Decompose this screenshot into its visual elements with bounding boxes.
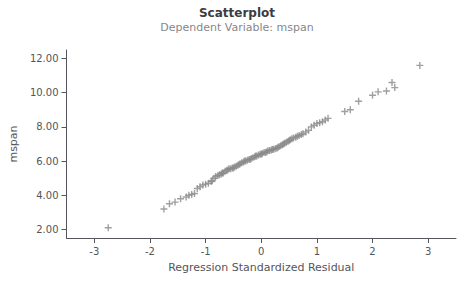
svg-text:Dependent Variable: mspan: Dependent Variable: mspan xyxy=(160,21,313,34)
svg-text:4.00: 4.00 xyxy=(36,190,58,201)
svg-text:12.00: 12.00 xyxy=(30,53,59,64)
svg-text:10.00: 10.00 xyxy=(30,87,59,98)
svg-text:1: 1 xyxy=(314,246,320,257)
svg-text:-1: -1 xyxy=(201,246,211,257)
svg-text:Scatterplot: Scatterplot xyxy=(199,6,275,20)
svg-text:-3: -3 xyxy=(89,246,99,257)
svg-text:3: 3 xyxy=(425,246,431,257)
svg-text:mspan: mspan xyxy=(7,125,20,162)
svg-text:Regression Standardized Residu: Regression Standardized Residual xyxy=(168,261,354,274)
svg-text:2: 2 xyxy=(369,246,375,257)
svg-text:-2: -2 xyxy=(145,246,155,257)
svg-text:8.00: 8.00 xyxy=(36,121,58,132)
svg-text:0: 0 xyxy=(258,246,264,257)
svg-text:6.00: 6.00 xyxy=(36,156,58,167)
svg-text:2.00: 2.00 xyxy=(36,224,58,235)
